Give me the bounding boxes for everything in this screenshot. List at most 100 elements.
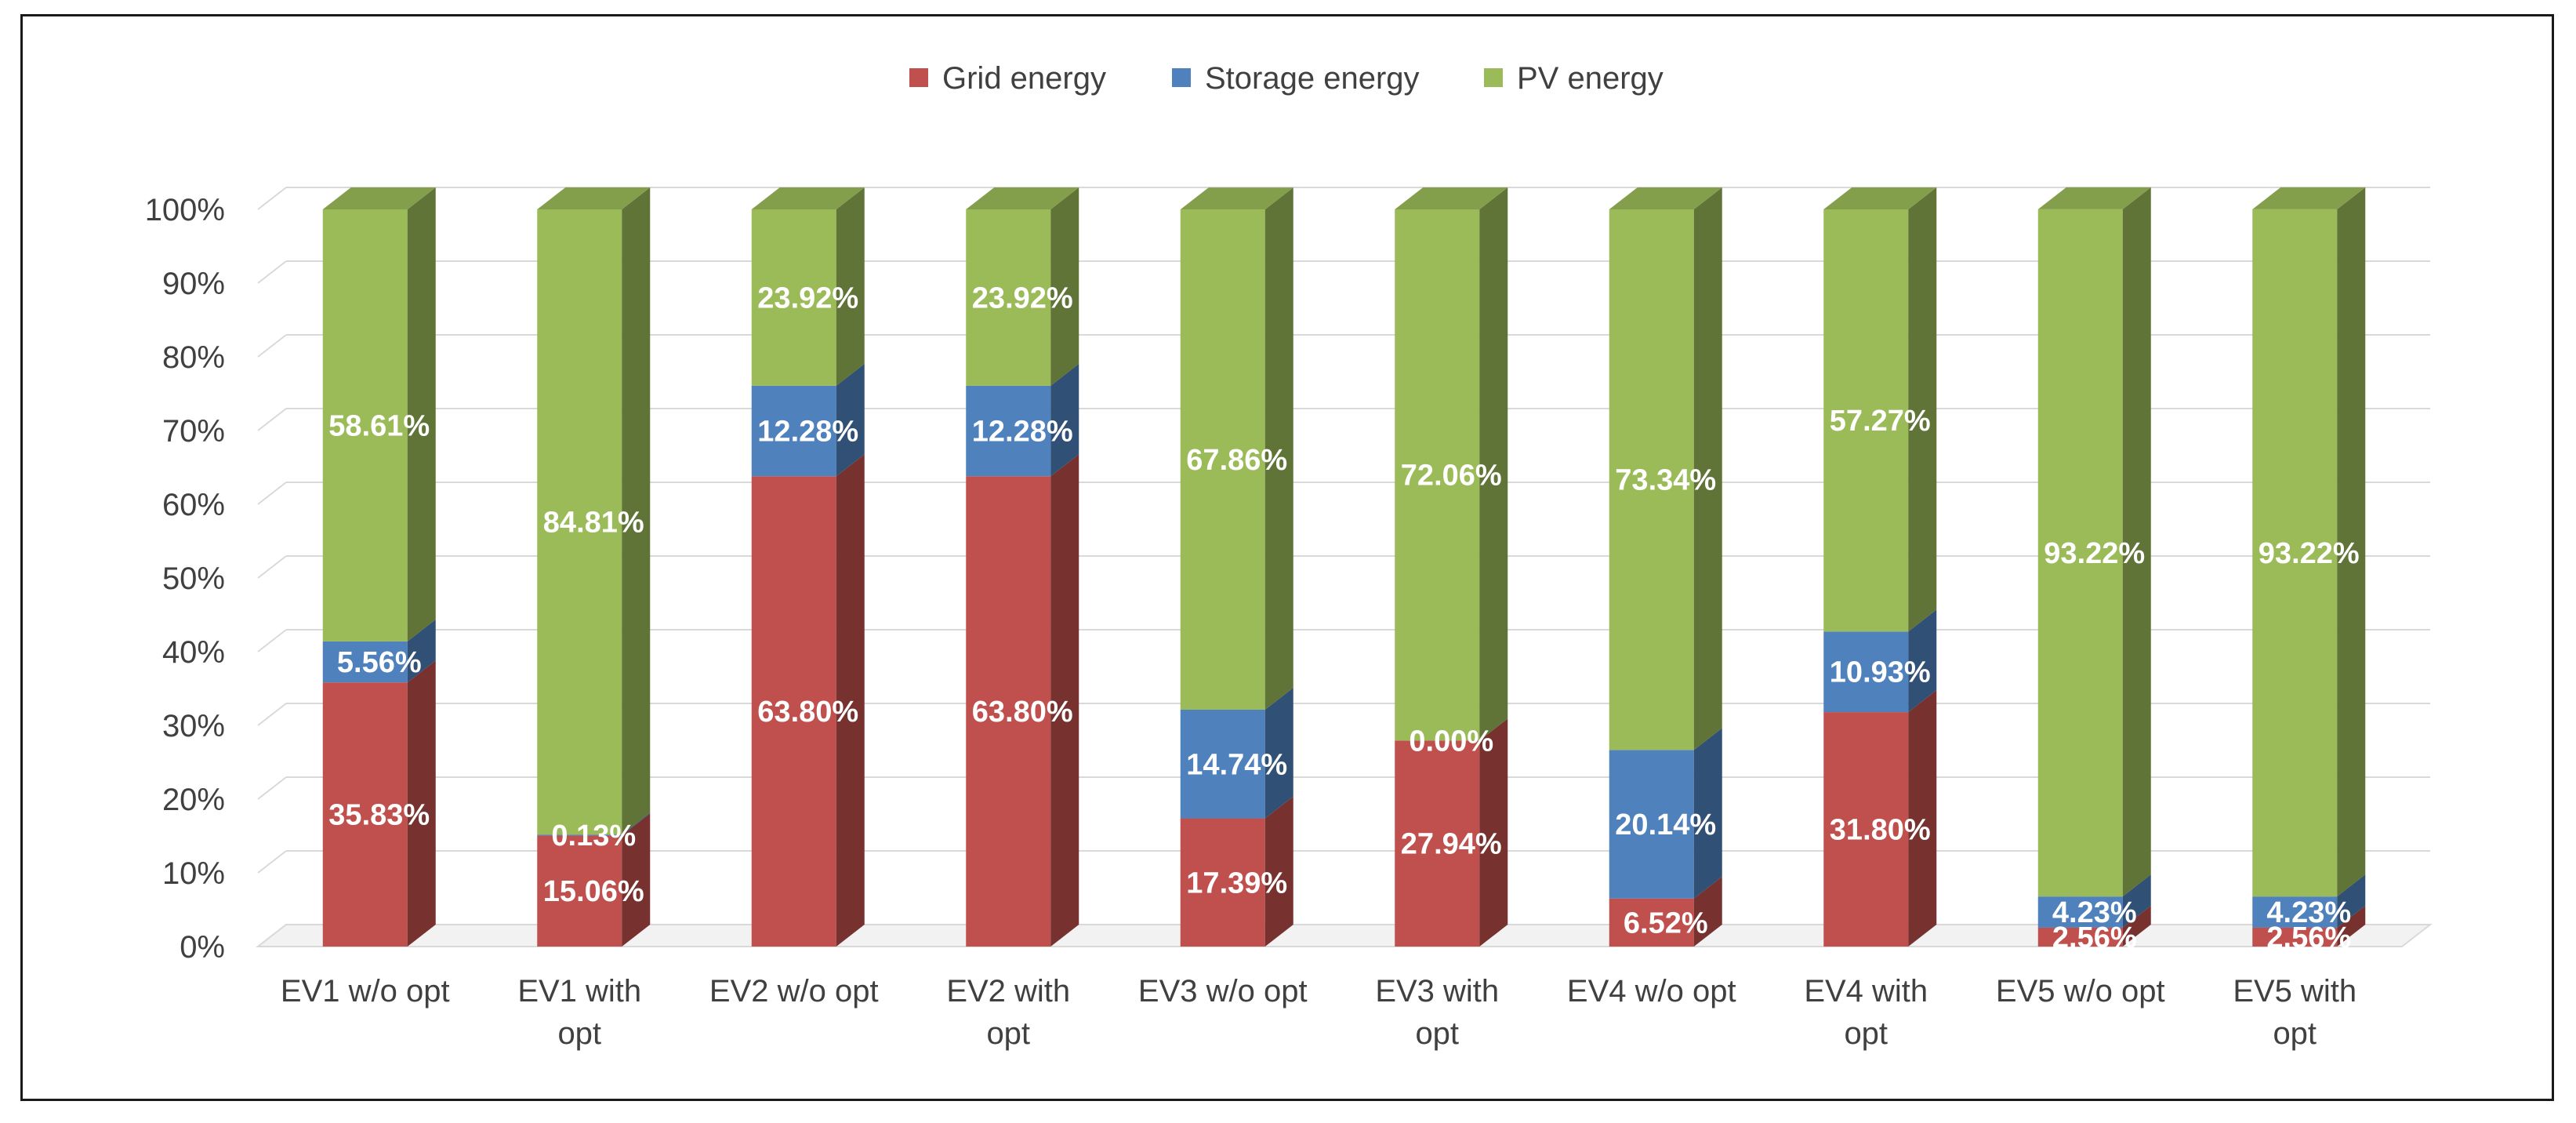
bar-segment — [1395, 740, 1480, 947]
data-label: 93.22% — [2044, 537, 2145, 570]
bar-top — [2252, 187, 2366, 209]
bar-segment — [322, 682, 408, 947]
bar-segment — [751, 385, 836, 477]
legend-item: Grid energy — [909, 61, 1106, 96]
gridline-depth — [257, 482, 287, 505]
bar-segment — [1609, 898, 1694, 947]
bar-side — [1908, 187, 1937, 632]
data-label: 63.80% — [757, 696, 858, 729]
bar-segment — [2037, 927, 2123, 947]
bar-side — [2337, 874, 2366, 928]
data-label: 93.22% — [2259, 537, 2360, 570]
data-label: 20.14% — [1615, 809, 1716, 841]
gridline-depth — [257, 260, 287, 284]
gridline-depth — [257, 850, 287, 874]
data-label: 6.52% — [1624, 907, 1708, 939]
x-tick-label: EV1 w/o opt — [281, 974, 450, 1009]
bar-segment — [2252, 896, 2338, 928]
bar-side — [836, 363, 865, 477]
gridline-depth — [257, 408, 287, 431]
bar-stack — [2037, 187, 2151, 947]
data-label: 35.83% — [328, 799, 430, 832]
data-label: 57.27% — [1830, 405, 1931, 438]
legend-item: Storage energy — [1172, 61, 1420, 96]
bar-segment — [1180, 209, 1265, 710]
data-label: 72.06% — [1401, 460, 1502, 492]
bar-side — [1050, 363, 1079, 477]
legend-label: Grid energy — [942, 61, 1106, 96]
bar-side — [1050, 454, 1079, 947]
y-tick-label: 90% — [162, 267, 225, 301]
bar-segment — [1180, 818, 1265, 947]
data-labels: 35.83% 5.56% 58.61% 15.06% 0.13% 84.81% 63.80%… — [328, 282, 2359, 954]
y-tick-label: 100% — [145, 193, 225, 227]
data-label: 23.92% — [757, 282, 858, 314]
bar-segment — [537, 835, 622, 947]
bar-top — [322, 187, 436, 209]
bar-stack — [1395, 187, 1508, 947]
y-tick-label: 80% — [162, 340, 225, 375]
bar-side — [1908, 609, 1937, 713]
bar-side — [1908, 690, 1937, 947]
data-label: 0.00% — [1409, 725, 1493, 758]
x-tick-label: EV5 w/o opt — [1996, 974, 2165, 1009]
x-tick-label: EV4 with opt — [1804, 974, 1928, 1051]
bar-segment — [1609, 750, 1694, 899]
y-axis-ticks: 0% 10% 20% 30% 40% 50% 60% 70% 80% 90% 100% — [145, 193, 225, 965]
bar-top — [1395, 187, 1508, 209]
x-tick-label: EV1 with opt — [517, 974, 641, 1051]
legend-swatch — [909, 68, 928, 87]
legend-swatch — [1172, 68, 1191, 87]
bar-stack — [751, 187, 865, 947]
data-label: 14.74% — [1186, 748, 1287, 781]
x-tick-label: EV2 with opt — [946, 974, 1070, 1051]
bar-stack — [537, 187, 651, 947]
bar-segment — [2037, 896, 2123, 928]
bar-segment — [966, 209, 1051, 386]
bar-side — [407, 187, 436, 641]
bar-top — [537, 187, 651, 209]
y-tick-label: 0% — [180, 930, 225, 965]
legend-label: Storage energy — [1205, 61, 1420, 96]
bar-stack — [966, 187, 1079, 947]
x-tick-label: EV3 with opt — [1375, 974, 1499, 1051]
bar-stack — [2252, 187, 2366, 947]
legend-item: PV energy — [1484, 61, 1664, 96]
bar-segment — [537, 834, 622, 836]
bar-segment — [322, 209, 408, 641]
data-label: 4.23% — [2266, 896, 2351, 929]
data-label: 23.92% — [972, 282, 1073, 314]
bar-top — [1180, 187, 1293, 210]
bar-side — [836, 454, 865, 947]
bar-side — [1264, 187, 1293, 710]
bar-segment — [751, 209, 836, 386]
bar-stack — [1180, 187, 1293, 947]
bar-side — [1693, 728, 1722, 899]
data-label: 17.39% — [1186, 867, 1287, 899]
data-label: 84.81% — [543, 507, 644, 540]
data-label: 12.28% — [972, 416, 1073, 449]
bar-side — [1693, 876, 1722, 947]
data-label: 31.80% — [1830, 814, 1931, 847]
data-label: 15.06% — [543, 875, 644, 908]
bar-stack — [1609, 187, 1722, 947]
bar-side — [1264, 796, 1293, 947]
bar-stack — [322, 187, 436, 947]
bar-segment — [966, 385, 1051, 477]
bar-side — [1479, 187, 1508, 741]
data-label: 2.56% — [2266, 921, 2351, 954]
data-label: 73.34% — [1615, 464, 1716, 497]
bar-segment — [2037, 209, 2123, 897]
data-label: 58.61% — [328, 409, 430, 442]
gridline-depth — [257, 187, 287, 210]
legend-label: PV energy — [1517, 61, 1664, 96]
gridline-depth — [257, 555, 287, 579]
data-label: 5.56% — [337, 646, 422, 679]
gridline-depth — [257, 776, 287, 800]
y-tick-label: 10% — [162, 856, 225, 891]
y-tick-label: 60% — [162, 488, 225, 522]
bar-side — [1693, 187, 1722, 750]
gridline-depth — [257, 629, 287, 652]
bar-side — [407, 619, 436, 683]
bar-segment — [1823, 631, 1909, 713]
